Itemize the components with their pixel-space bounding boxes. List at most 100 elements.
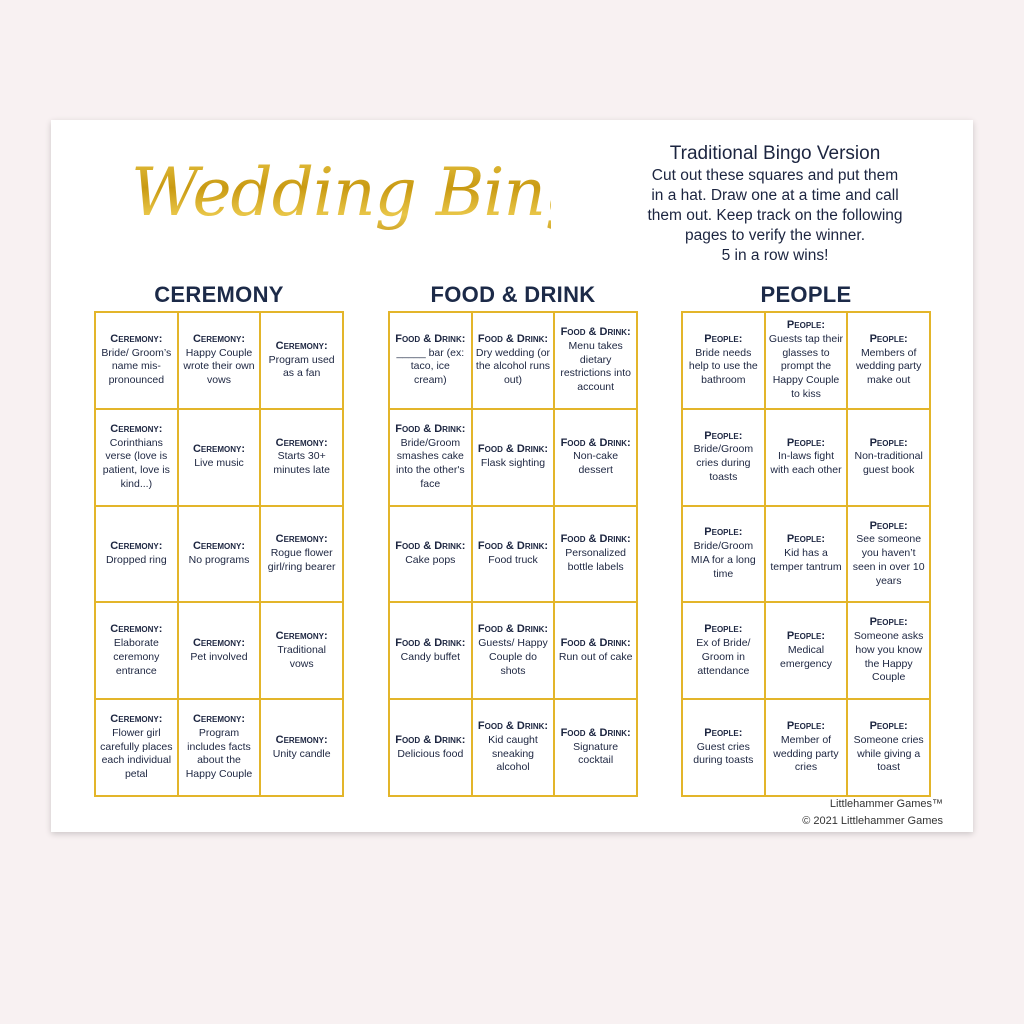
cell-category: People: xyxy=(869,720,908,732)
cell-text: Food truck xyxy=(488,553,538,566)
cell-text: Happy Couple wrote their own vows xyxy=(183,346,255,387)
cell-category: People: xyxy=(786,533,826,546)
bingo-cell: Ceremony: Pet involved xyxy=(177,602,261,700)
cell-category: People: xyxy=(704,429,743,442)
cell-category: Food & Drink: xyxy=(395,540,466,553)
cell-category: Ceremony: xyxy=(192,332,246,345)
bingo-cell: Food & Drink: Personalized bottle labels xyxy=(554,505,637,603)
bingo-cell: People: Someone cries while giving a toas… xyxy=(847,699,930,796)
cell-text: Bride/ Groom’s name mis-pronounced xyxy=(101,346,172,387)
section-heading: FOOD & DRINK xyxy=(430,282,596,307)
cell-text: Program includes facts about the Happy C… xyxy=(185,726,253,781)
bingo-cell: Ceremony: Starts 30+ minutes late xyxy=(260,408,343,506)
cell-category: People: xyxy=(786,436,826,449)
bingo-cell: Food & Drink: Flask sighting xyxy=(471,408,555,506)
cell-text: Bride/Groom MIA for a long time xyxy=(690,540,756,580)
cell-category: People: xyxy=(704,332,743,345)
bingo-cell: People: Someone asks how you know the Hap… xyxy=(847,602,930,700)
copyright-text: © 2021 Littlehammer Games xyxy=(802,815,943,827)
bingo-cell: People: Members of wedding party make out xyxy=(847,312,930,409)
bingo-cell: Food & Drink: Menu takes dietary restrict… xyxy=(554,312,637,409)
cell-category: Food & Drink: xyxy=(395,733,466,746)
bingo-cell: People: Kid has a temper tantrum xyxy=(764,505,848,603)
bingo-cell: Food & Drink: Bride/Groom smashes cake in… xyxy=(389,408,472,506)
cell-text: Rogue flower girl/ring bearer xyxy=(267,547,336,573)
cell-text: Elaborate ceremony entrance xyxy=(113,636,160,677)
cell-text: Member of wedding party cries xyxy=(773,733,839,774)
cell-category: People: xyxy=(869,436,908,449)
cell-text: Guests tap their glasses to prompt the H… xyxy=(768,332,844,400)
cell-text: Medical emergency xyxy=(780,643,832,670)
cell-text: Candy buffet xyxy=(400,650,460,663)
cell-text: No programs xyxy=(188,553,250,566)
instructions-line: in a hat. Draw one at a time and call xyxy=(651,187,899,204)
bingo-cell: People: Bride/Groom MIA for a long time xyxy=(682,505,765,603)
bingo-cell: People: Medical emergency xyxy=(764,602,848,700)
bingo-cell: Food & Drink: Kid caught sneaking alcohol xyxy=(471,699,555,796)
cell-text: Someone asks how you know the Happy Coup… xyxy=(853,630,924,684)
cell-category: Food & Drink: xyxy=(560,726,631,739)
cell-category: Ceremony: xyxy=(275,630,328,643)
cell-text: Signature cocktail xyxy=(573,740,619,767)
cell-text: Menu takes dietary restrictions into acc… xyxy=(560,339,631,394)
cell-text: Guest cries during toasts xyxy=(693,740,754,767)
cell-text: Flower girl carefully places each indivi… xyxy=(100,726,173,781)
cell-text: Non-traditional guest book xyxy=(854,450,923,477)
cell-category: People: xyxy=(869,519,908,532)
bingo-cell: Food & Drink: Run out of cake xyxy=(554,602,637,700)
bingo-cell: Ceremony: Traditional vows xyxy=(260,602,343,700)
cell-category: Ceremony: xyxy=(275,533,328,546)
bingo-cell: Ceremony: Elaborate ceremony entrance xyxy=(95,602,178,700)
bingo-cell: People: Non-traditional guest book xyxy=(847,408,930,506)
section-heading: PEOPLE xyxy=(760,282,852,307)
bingo-cell: People: Bride/Groom cries during toasts xyxy=(682,408,765,506)
cell-category: Food & Drink: xyxy=(477,623,549,636)
cell-category: Ceremony: xyxy=(110,623,163,636)
cell-text: Run out of cake xyxy=(558,650,633,663)
cell-category: Food & Drink: xyxy=(560,436,631,449)
cell-text: _____ bar (ex: taco, ice cream) xyxy=(396,346,465,387)
bingo-cell: People: Guest cries during toasts xyxy=(682,699,765,796)
cell-category: People: xyxy=(786,319,826,331)
brand-text: Littlehammer Games™ xyxy=(829,798,943,810)
cell-category: People: xyxy=(869,616,908,629)
cell-category: People: xyxy=(869,332,908,345)
footer: Littlehammer Games™ © 2021 Littlehammer … xyxy=(802,796,943,830)
cell-text: Flask sighting xyxy=(480,457,546,470)
cell-text: Live music xyxy=(194,457,244,470)
cell-text: Dropped ring xyxy=(105,553,167,566)
bingo-cell: Ceremony: Bride/ Groom’s name mis-pronoun… xyxy=(95,312,178,409)
cell-text: Pet involved xyxy=(190,650,248,663)
bingo-cell: People: Member of wedding party cries xyxy=(764,699,848,796)
bingo-cell: People: Ex of Bride/ Groom in attendance xyxy=(682,602,765,700)
cell-category: Food & Drink: xyxy=(477,443,549,456)
bingo-cell: Food & Drink: _____ bar (ex: taco, ice cr… xyxy=(389,312,472,409)
cell-text: See someone you haven’t seen in over 10 … xyxy=(852,533,925,587)
cell-text: Kid caught sneaking alcohol xyxy=(488,733,538,774)
bingo-cell: Food & Drink: Signature cocktail xyxy=(554,699,637,796)
cell-text: In-laws fight with each other xyxy=(770,450,842,477)
bingo-cell: People: In-laws fight with each other xyxy=(764,408,848,506)
bingo-grid: Ceremony: Bride/ Groom’s name mis-pronoun… xyxy=(94,311,344,797)
cell-text: Non-cake dessert xyxy=(573,450,619,477)
cell-category: Food & Drink: xyxy=(477,540,549,553)
cell-text: Unity candle xyxy=(272,747,331,760)
cell-text: Personalized bottle labels xyxy=(565,547,626,573)
cell-category: Ceremony: xyxy=(110,422,163,435)
bingo-cell: Ceremony: Happy Couple wrote their own vo… xyxy=(177,312,261,409)
cell-category: Ceremony: xyxy=(110,713,163,726)
cell-category: Ceremony: xyxy=(275,339,328,352)
cell-category: Ceremony: xyxy=(110,540,163,553)
bingo-grid: Food & Drink: _____ bar (ex: taco, ice cr… xyxy=(388,311,638,797)
instructions-line: Cut out these squares and put them xyxy=(651,167,899,184)
instructions-heading: Traditional Bingo Version xyxy=(669,143,881,164)
bingo-cell: Food & Drink: Delicious food xyxy=(389,699,472,796)
cell-text: Program used as a fan xyxy=(268,353,335,380)
cell-text: Dry wedding (or the alcohol runs out) xyxy=(475,346,551,387)
cell-category: People: xyxy=(786,720,826,732)
cell-text: Kid has a temper tantrum xyxy=(770,547,842,573)
bingo-cell: People: Guests tap their glasses to promp… xyxy=(764,312,848,409)
bingo-sheet: Wedding Bingo Traditional Bingo Version … xyxy=(51,120,973,832)
cell-text: Bride/Groom smashes cake into the other'… xyxy=(396,436,465,490)
bingo-cell: Food & Drink: Dry wedding (or the alcohol… xyxy=(471,312,555,409)
